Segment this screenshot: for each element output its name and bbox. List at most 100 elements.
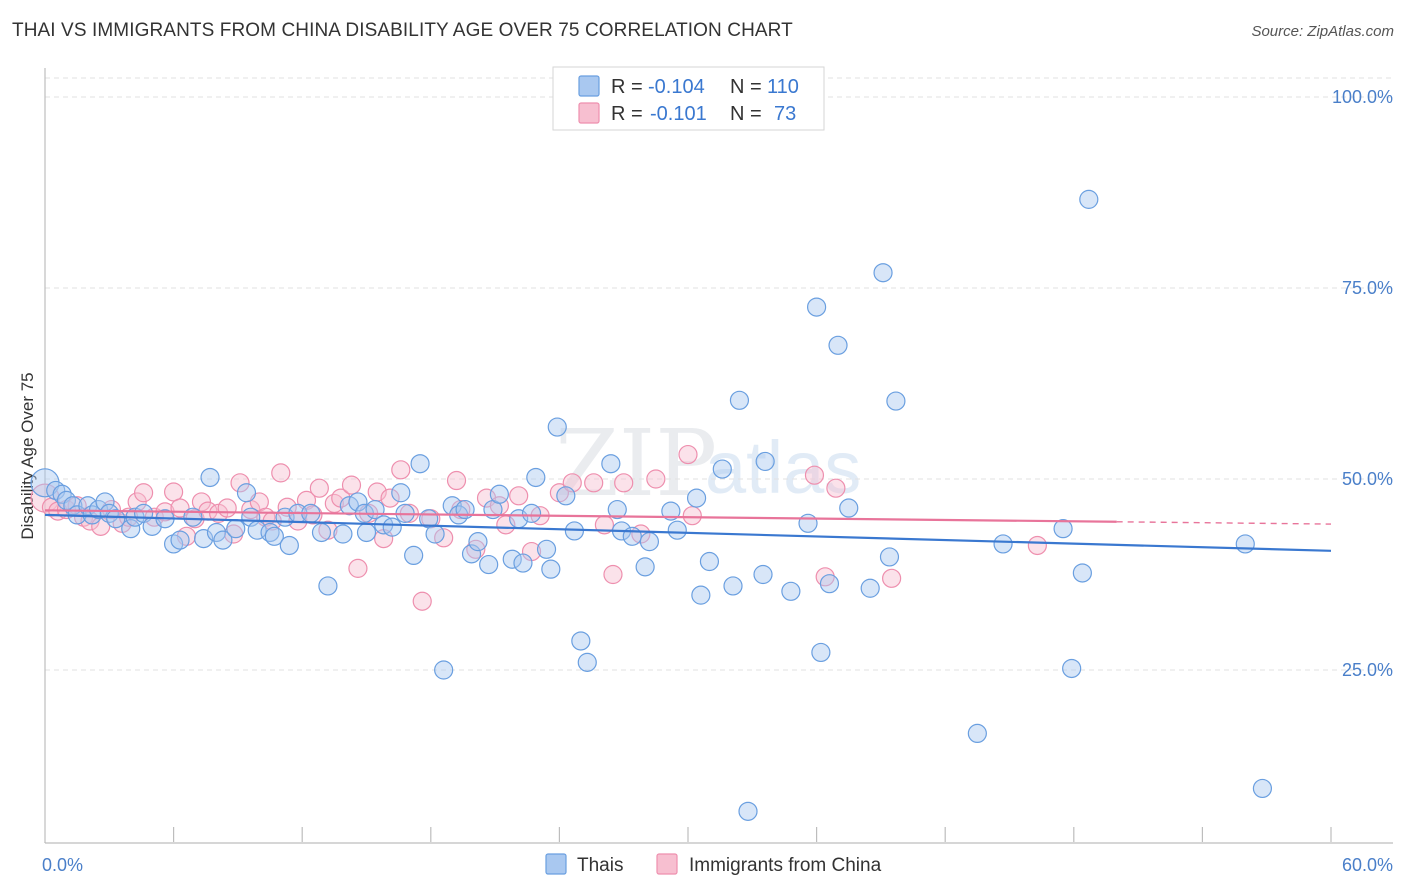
gridlines bbox=[45, 77, 1393, 671]
legend-n-value-china: 73 bbox=[774, 103, 796, 125]
point-thais bbox=[526, 467, 546, 488]
point-thais bbox=[839, 498, 859, 518]
series-legend: Thais Immigrants from China bbox=[545, 853, 882, 876]
point-thais bbox=[348, 492, 368, 512]
legend-swatch-thais bbox=[578, 75, 600, 97]
point-thais bbox=[279, 535, 299, 556]
point-china bbox=[341, 475, 362, 495]
trend-line-china bbox=[44, 509, 1117, 523]
bottom-legend-swatch-china bbox=[656, 853, 678, 875]
legend-n-value-thais: 110 bbox=[767, 76, 799, 98]
point-china bbox=[1027, 535, 1047, 556]
bottom-legend-label-thais: Thais bbox=[577, 855, 623, 876]
legend-swatch-china bbox=[578, 102, 600, 124]
point-thais bbox=[513, 553, 533, 573]
point-thais bbox=[860, 578, 880, 598]
point-thais bbox=[967, 723, 987, 744]
point-thais bbox=[461, 544, 482, 564]
point-china bbox=[804, 465, 825, 485]
point-thais bbox=[819, 574, 840, 594]
legend-r-value-china: -0.101 bbox=[650, 103, 707, 125]
point-thais bbox=[547, 417, 567, 437]
point-china bbox=[584, 473, 604, 493]
point-thais bbox=[536, 539, 557, 559]
point-thais bbox=[479, 554, 499, 575]
y-tick-label: 50.0% bbox=[1342, 469, 1393, 489]
point-thais bbox=[318, 576, 338, 596]
point-china bbox=[133, 483, 154, 503]
point-thais bbox=[311, 522, 332, 543]
point-thais bbox=[699, 551, 720, 572]
legend-n-label-china: N = bbox=[730, 103, 762, 125]
point-china bbox=[682, 506, 702, 526]
point-thais bbox=[661, 501, 681, 521]
point-thais bbox=[755, 451, 775, 472]
point-thais bbox=[577, 652, 597, 672]
point-china bbox=[446, 470, 467, 491]
y-axis-title: Disability Age Over 75 bbox=[18, 372, 37, 539]
bottom-legend-label-china: Immigrants from China bbox=[689, 855, 882, 876]
point-thais bbox=[556, 486, 576, 506]
source-credit: Source: ZipAtlas.com bbox=[1251, 23, 1394, 40]
watermark: ZIP atlas bbox=[555, 410, 861, 517]
point-thais bbox=[56, 490, 77, 510]
point-thais bbox=[213, 530, 233, 550]
point-thais bbox=[879, 547, 900, 567]
point-thais bbox=[738, 801, 758, 821]
point-thais bbox=[236, 483, 257, 503]
y-tick-label: 75.0% bbox=[1342, 278, 1393, 298]
point-thais bbox=[723, 576, 743, 596]
point-china bbox=[412, 591, 432, 611]
point-china bbox=[30, 483, 60, 513]
point-thais bbox=[712, 459, 732, 479]
point-thais bbox=[356, 522, 377, 543]
point-thais bbox=[541, 559, 561, 579]
point-thais bbox=[601, 454, 621, 474]
point-thais bbox=[686, 488, 707, 508]
point-thais bbox=[607, 499, 627, 520]
legend-r-label-thais: R = bbox=[611, 76, 643, 98]
legend-r-label-china: R = bbox=[611, 103, 643, 125]
point-china bbox=[271, 463, 291, 483]
legend-n-label-thais: N = bbox=[730, 76, 762, 98]
point-thais bbox=[88, 499, 109, 520]
point-china bbox=[230, 473, 250, 493]
point-thais bbox=[622, 526, 642, 546]
y-tick-label: 25.0% bbox=[1342, 660, 1393, 680]
point-thais bbox=[521, 503, 542, 523]
point-thais bbox=[781, 581, 801, 601]
point-thais bbox=[806, 297, 827, 317]
trend-lines bbox=[44, 509, 1332, 552]
point-thais bbox=[30, 468, 60, 498]
point-thais bbox=[502, 549, 522, 569]
trend-line-thais bbox=[44, 513, 1332, 552]
point-thais bbox=[635, 557, 655, 577]
x-tick-label: 0.0% bbox=[42, 855, 83, 875]
point-thais bbox=[1252, 778, 1273, 799]
point-thais bbox=[206, 522, 227, 543]
point-china bbox=[603, 564, 623, 585]
point-china bbox=[509, 486, 529, 506]
point-china bbox=[646, 469, 666, 489]
point-thais bbox=[410, 454, 430, 474]
point-thais bbox=[382, 517, 402, 537]
point-thais bbox=[753, 564, 773, 585]
point-china bbox=[380, 488, 400, 508]
point-thais bbox=[873, 263, 893, 283]
point-thais bbox=[226, 519, 246, 539]
point-thais bbox=[434, 660, 454, 680]
point-thais bbox=[691, 585, 711, 605]
point-thais bbox=[489, 484, 509, 504]
trend-line-china-extension bbox=[1116, 521, 1332, 525]
point-thais bbox=[1079, 189, 1099, 209]
point-thais bbox=[106, 509, 126, 529]
x-tick-labels: 0.0% 60.0% bbox=[42, 855, 1393, 875]
point-thais bbox=[170, 530, 190, 550]
point-thais bbox=[404, 545, 424, 566]
point-thais bbox=[468, 532, 488, 552]
y-tick-label: 100.0% bbox=[1332, 87, 1393, 107]
point-thais bbox=[798, 513, 818, 533]
point-china bbox=[309, 478, 329, 498]
point-thais bbox=[993, 534, 1013, 554]
